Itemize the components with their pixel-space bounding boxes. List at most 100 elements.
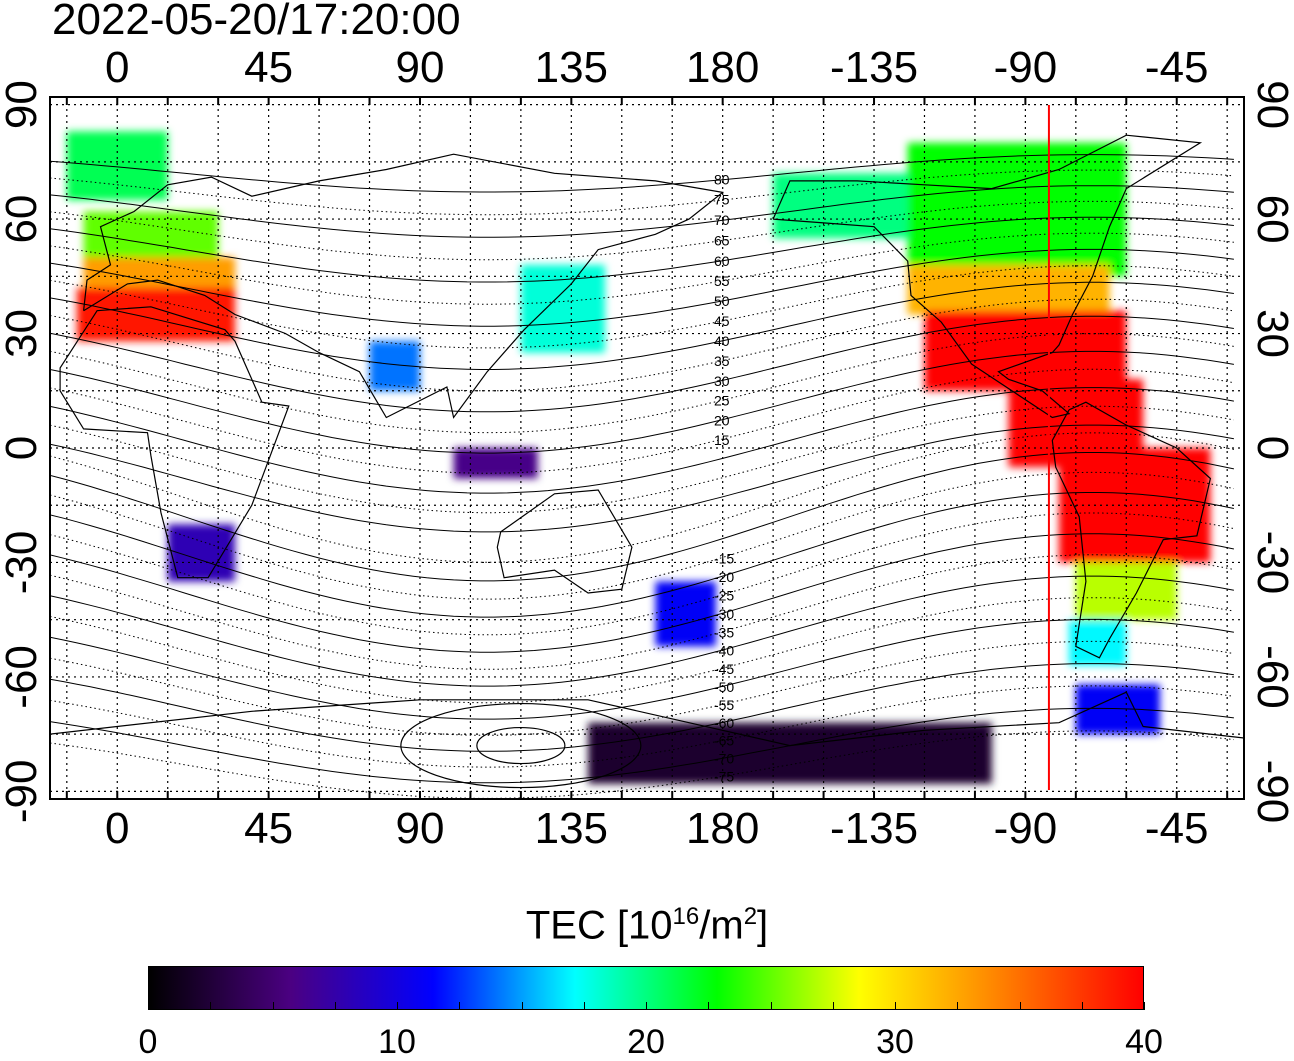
x-tick-label: 180: [686, 43, 759, 92]
x-tick-label: 90: [395, 43, 444, 92]
y-tick-label: -90: [0, 760, 46, 824]
colorbar-minor-tick: [646, 1002, 647, 1010]
coastline: [772, 134, 1203, 419]
tec-region: [773, 173, 908, 239]
colorbar-tick-label: 40: [1125, 1023, 1163, 1061]
x-tick-label: 45: [244, 804, 293, 853]
frame-ticks: [65, 97, 1229, 799]
colorbar-minor-tick: [521, 1002, 523, 1010]
maglat-contour: [50, 154, 1234, 193]
colorbar-minor-tick: [397, 1002, 398, 1010]
maglat-label: 15: [714, 432, 730, 448]
x-tick-label: 135: [535, 43, 608, 92]
maglat-label: -15: [714, 551, 734, 567]
coastline: [496, 489, 633, 594]
maglat-label: -35: [714, 625, 734, 641]
colorbar-minor-tick: [334, 1002, 336, 1010]
maglat-contour: [50, 452, 1235, 582]
y-tick-label: -30: [0, 531, 46, 595]
y-tick-label: 60: [0, 195, 46, 244]
colorbar-minor-tick: [1019, 1002, 1021, 1010]
maglat-contour: [50, 248, 1234, 327]
colorbar-tick-label: 10: [378, 1023, 416, 1061]
x-tick-label: -45: [1145, 43, 1209, 92]
maglat-contour: [50, 640, 1234, 736]
maglat-label: 20: [714, 412, 730, 428]
maglat-label: -50: [714, 679, 734, 695]
y-tick-label: 60: [1248, 195, 1294, 244]
maglat-contour: [50, 368, 1234, 474]
maglat-label: -45: [714, 661, 734, 677]
magnetic-latitude-contours: [50, 154, 1235, 799]
maglat-label: 55: [714, 273, 730, 289]
tec-region: [83, 211, 219, 265]
tec-region: [1069, 619, 1127, 666]
maglat-contour: [50, 200, 1234, 261]
maglat-contour: [50, 185, 1234, 238]
colorbar-minor-tick: [210, 1002, 212, 1010]
maglat-label: 75: [714, 192, 730, 208]
y-tick-label: 90: [0, 80, 46, 129]
maglat-contour: [50, 169, 1234, 216]
x-tick-label: 180: [686, 804, 759, 853]
tec-data-layer: [66, 131, 1211, 784]
colorbar-minor-tick: [708, 1002, 710, 1010]
y-tick-labels-right: 90 60 30 0 -30 -60 -90: [1248, 80, 1294, 823]
y-tick-label: 0: [0, 436, 46, 460]
maglat-contour: [50, 492, 1235, 618]
x-tick-labels-bottom: 0 45 90 135 180 -135 -90 -45: [105, 804, 1209, 853]
x-tick-label: 135: [535, 804, 608, 853]
maglat-contour: [50, 216, 1234, 283]
maglat-label: -55: [714, 697, 734, 713]
x-tick-label: -90: [994, 804, 1058, 853]
maglat-label: 40: [714, 333, 730, 349]
tec-region: [66, 131, 168, 201]
maglat-label: 60: [714, 253, 730, 269]
maglat-contour: [50, 405, 1234, 514]
colorbar-tick-label: 0: [138, 1023, 158, 1061]
x-tick-label: 45: [244, 43, 293, 92]
maglat-label: -75: [714, 768, 734, 784]
x-tick-label: -135: [830, 804, 918, 853]
colorbar-minor-tick: [957, 1002, 959, 1010]
timestamp-title: 2022-05-20/17:20:00: [52, 0, 461, 44]
magnetic-latitude-labels: 80 75 70 65 60 55 50 45 40 35 30 25 20 15 -15 -20 -25 -30…: [714, 171, 734, 784]
maglat-contour: [50, 432, 1235, 563]
tec-map: 0 45 90 135 180 -135 -90 -45 0 45 90 135 180 -135 -90…: [0, 43, 1294, 853]
maglat-label: 80: [714, 171, 730, 187]
maglat-label: 30: [714, 373, 730, 389]
maglat-label: -60: [714, 715, 734, 731]
maglat-label: 45: [714, 313, 730, 329]
maglat-label: -30: [714, 606, 734, 622]
maglat-label: 25: [714, 393, 730, 409]
y-tick-label: 30: [1248, 309, 1294, 358]
y-tick-label: 90: [1248, 80, 1294, 129]
colorbar-minor-tick: [583, 1002, 585, 1010]
maglat-label: 50: [714, 293, 730, 309]
maglat-contour: [50, 663, 1234, 752]
maglat-contour: [50, 618, 1234, 720]
y-tick-label: -30: [1248, 531, 1294, 595]
maglat-label: -20: [714, 569, 734, 585]
maglat-contour: [50, 730, 1234, 799]
y-tick-label: -60: [0, 645, 46, 709]
maglat-contour: [50, 424, 1234, 533]
x-tick-label: -45: [1145, 804, 1209, 853]
maglat-label: 35: [714, 353, 730, 369]
colorbar-minor-tick: [459, 1002, 461, 1010]
tec-region: [655, 581, 716, 647]
y-tick-label: 0: [1248, 436, 1294, 460]
colorbar-minor-tick: [1144, 1002, 1145, 1010]
maglat-contour: [50, 685, 1234, 768]
x-tick-label: 90: [395, 804, 444, 853]
coastline: [1051, 401, 1212, 659]
plot-frame: [49, 96, 1245, 800]
x-tick-label: 0: [105, 43, 129, 92]
maglat-contour: [50, 471, 1235, 600]
maglat-label: 70: [714, 212, 730, 228]
maglat-label: -70: [714, 751, 734, 767]
tec-region: [520, 264, 605, 353]
coastline: [50, 691, 1244, 747]
colorbar-minor-tick: [770, 1002, 772, 1010]
maglat-label: -25: [714, 588, 734, 604]
